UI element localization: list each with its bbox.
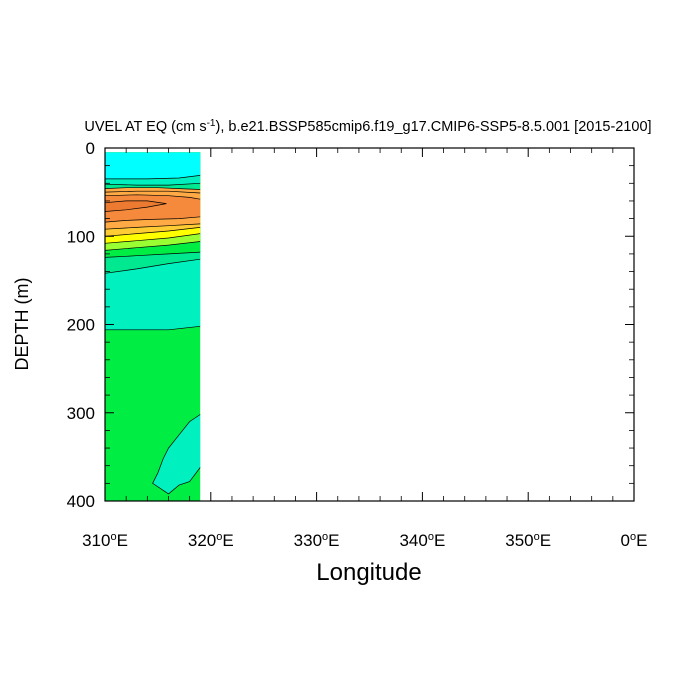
y-tick-label-100: 100: [67, 227, 95, 246]
contour-line-1: [105, 175, 201, 180]
x-tick-label-330: 330oE: [294, 531, 340, 550]
contour-line-2: [104, 182, 201, 186]
contour-line-5: [104, 200, 167, 212]
contour-line-14: [105, 325, 201, 331]
title-prefix: UVEL AT EQ (cm s: [84, 119, 206, 135]
contour-line-9: [104, 227, 201, 237]
x-tick-label-350: 350oE: [505, 531, 551, 550]
x-tick-label-0: 0oE: [621, 531, 648, 550]
title-suffix: ), b.e21.BSSP585cmip6.f19_g17.CMIP6-SSP5…: [216, 119, 652, 135]
y-tick-label-400: 400: [67, 492, 95, 511]
x-tick-label-320: 320oE: [188, 531, 234, 550]
contour-line-3: [104, 187, 201, 190]
contour-line-10: [104, 233, 201, 244]
contour-line-12: [104, 251, 201, 258]
chart-title: UVEL AT EQ (cm s-1), b.e21.BSSP585cmip6.…: [84, 118, 651, 135]
contour-fill-14: [105, 152, 201, 179]
y-tick-label-200: 200: [67, 316, 95, 335]
x-tick-label-340: 340oE: [399, 531, 445, 550]
contour-line-6: [104, 194, 201, 200]
contour-line-11: [104, 241, 201, 251]
x-tick-label-310: 310oE: [82, 531, 128, 550]
y-tick-label-0: 0: [86, 139, 95, 158]
contour-fill-11: [105, 200, 167, 212]
contour-fills: [105, 152, 201, 501]
contour-lines: [104, 175, 201, 495]
contour-line-7: [104, 216, 201, 223]
contour-line-8: [104, 223, 201, 230]
x-axis-label: Longitude: [316, 559, 421, 586]
contour-line-13: [104, 258, 201, 274]
y-axis-label: DEPTH (m): [12, 278, 32, 371]
contour-line-15: [152, 414, 201, 495]
plot-frame: [104, 147, 635, 502]
contour-line-4: [104, 190, 201, 194]
axis-ticks: 310oE 320oE 330oE 340oE 350oE 0oE 0 100 200 300 40…: [67, 139, 648, 550]
title-exponent: -1: [207, 118, 216, 129]
y-tick-label-300: 300: [67, 404, 95, 423]
contour-fill-3: [152, 414, 201, 494]
